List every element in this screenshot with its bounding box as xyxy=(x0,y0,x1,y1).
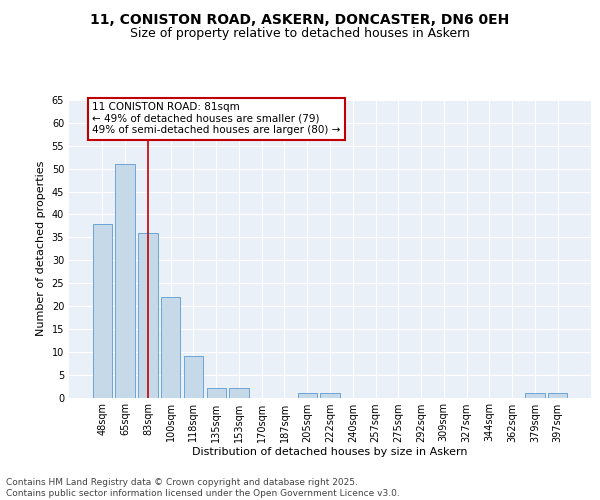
X-axis label: Distribution of detached houses by size in Askern: Distribution of detached houses by size … xyxy=(192,448,468,458)
Text: Contains HM Land Registry data © Crown copyright and database right 2025.
Contai: Contains HM Land Registry data © Crown c… xyxy=(6,478,400,498)
Bar xyxy=(184,356,203,398)
Bar xyxy=(320,393,340,398)
Bar xyxy=(115,164,135,398)
Bar xyxy=(525,393,545,398)
Text: 11 CONISTON ROAD: 81sqm
← 49% of detached houses are smaller (79)
49% of semi-de: 11 CONISTON ROAD: 81sqm ← 49% of detache… xyxy=(92,102,341,136)
Bar xyxy=(206,388,226,398)
Bar xyxy=(229,388,248,398)
Text: 11, CONISTON ROAD, ASKERN, DONCASTER, DN6 0EH: 11, CONISTON ROAD, ASKERN, DONCASTER, DN… xyxy=(91,12,509,26)
Text: Size of property relative to detached houses in Askern: Size of property relative to detached ho… xyxy=(130,28,470,40)
Bar xyxy=(161,297,181,398)
Y-axis label: Number of detached properties: Number of detached properties xyxy=(36,161,46,336)
Bar xyxy=(93,224,112,398)
Bar xyxy=(138,232,158,398)
Bar xyxy=(298,393,317,398)
Bar xyxy=(548,393,567,398)
